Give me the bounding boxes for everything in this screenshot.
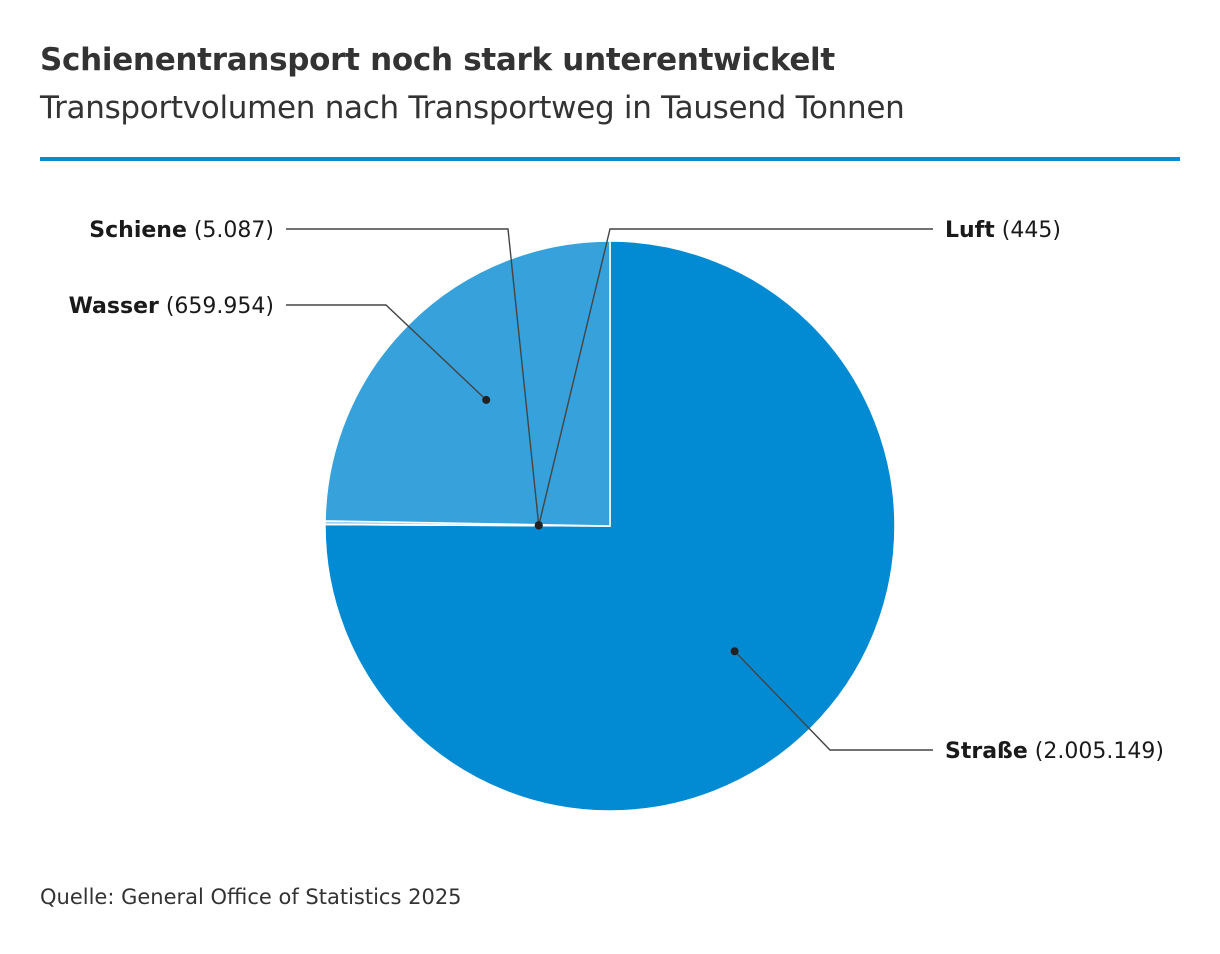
leader-line-wasser bbox=[286, 304, 487, 401]
pie-slice-wasser bbox=[324, 240, 611, 527]
slice-label-schiene: Schiene (5.087) bbox=[89, 218, 274, 243]
leader-dot-strasse bbox=[730, 647, 739, 656]
slice-label-luft: Luft (445) bbox=[945, 218, 1061, 243]
leader-line-strasse bbox=[734, 650, 933, 751]
slice-label-strasse: Straße (2.005.149) bbox=[945, 739, 1164, 764]
slice-label-value: (445) bbox=[995, 218, 1061, 243]
slice-label-name: Luft bbox=[945, 218, 995, 243]
chart-subtitle: Transportvolumen nach Transportweg in Ta… bbox=[40, 90, 905, 126]
slice-label-value: (5.087) bbox=[187, 218, 274, 243]
leader-dot-schiene bbox=[534, 521, 543, 530]
leader-dot-wasser bbox=[482, 395, 491, 404]
slice-label-value: (659.954) bbox=[159, 294, 274, 319]
leader-line-luft bbox=[538, 228, 933, 526]
slice-label-name: Schiene bbox=[89, 218, 187, 243]
header-rule bbox=[40, 157, 1180, 161]
slice-label-name: Straße bbox=[945, 739, 1028, 764]
slice-label-value: (2.005.149) bbox=[1028, 739, 1164, 764]
slice-label-name: Wasser bbox=[69, 294, 159, 319]
chart-title: Schienentransport noch stark unterentwic… bbox=[40, 42, 835, 78]
slice-label-wasser: Wasser (659.954) bbox=[69, 294, 274, 319]
pie-slices bbox=[324, 240, 896, 812]
slice-labels: Straße (2.005.149) Luft (445) Schiene (5.0… bbox=[69, 218, 1164, 764]
source-note: Quelle: General Office of Statistics 202… bbox=[40, 885, 462, 909]
leader-lines bbox=[286, 228, 933, 751]
leader-line-schiene bbox=[286, 228, 540, 526]
